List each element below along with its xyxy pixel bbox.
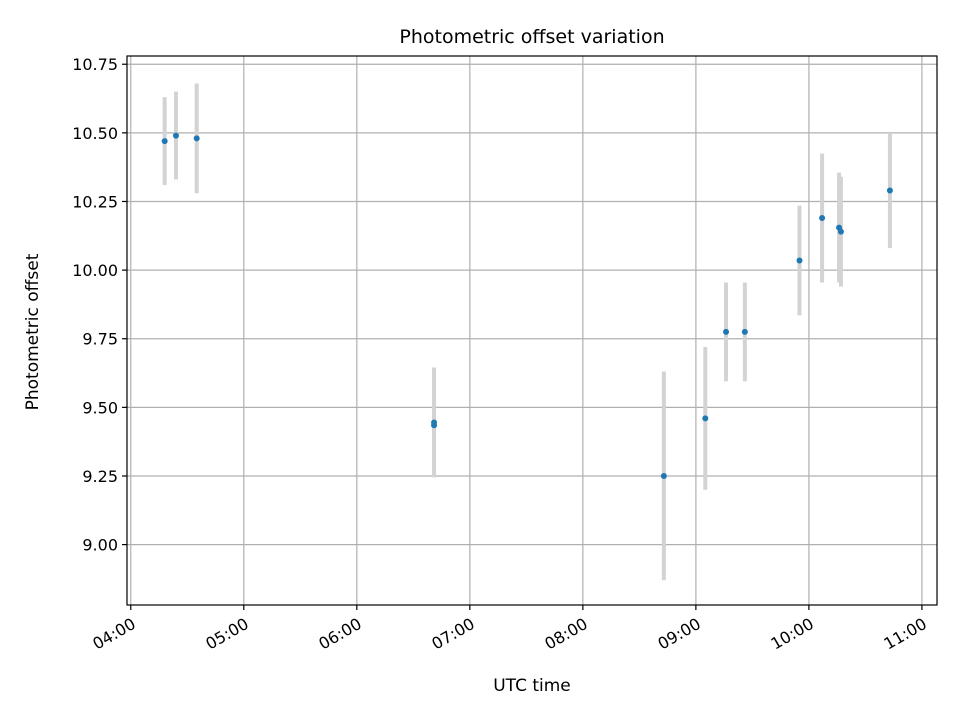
chart-title: Photometric offset variation	[399, 26, 664, 48]
grid-lines	[127, 56, 937, 605]
data-point	[837, 228, 844, 235]
data-point	[723, 328, 730, 335]
y-tick-label: 10.00	[72, 261, 118, 280]
data-point	[796, 257, 803, 264]
y-tick-label: 10.50	[72, 124, 118, 143]
data-points	[161, 132, 893, 479]
x-axis-label: UTC time	[493, 676, 571, 696]
data-point	[660, 472, 667, 479]
data-point	[193, 135, 200, 142]
y-tick-label: 9.75	[82, 330, 118, 349]
data-point	[819, 214, 826, 221]
y-axis-label: Photometric offset	[23, 253, 43, 410]
y-tick-label: 9.00	[82, 536, 118, 555]
y-tick-label: 9.25	[82, 467, 118, 486]
data-point	[886, 187, 893, 194]
y-tick-label: 9.50	[82, 398, 118, 417]
data-point	[431, 419, 438, 426]
y-tick-label: 10.25	[72, 192, 118, 211]
data-point	[741, 328, 748, 335]
y-axis-ticks: 9.00 9.25 9.50 9.75 10.00 10.25 10.50 10.75	[72, 55, 127, 555]
data-point	[702, 415, 709, 422]
y-tick-label: 10.75	[72, 55, 118, 74]
data-point	[172, 132, 179, 139]
data-point	[161, 138, 168, 145]
plot-frame	[126, 55, 938, 606]
